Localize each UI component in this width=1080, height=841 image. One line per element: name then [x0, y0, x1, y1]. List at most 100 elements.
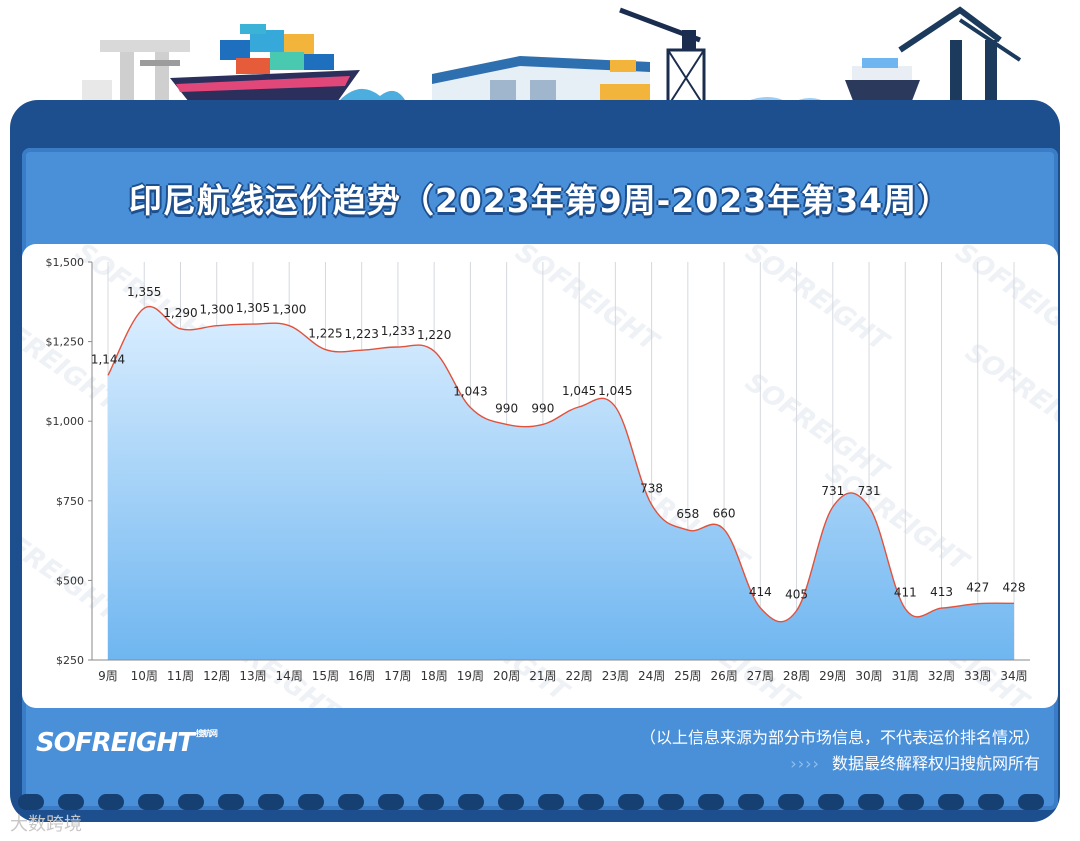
x-tick-label: 26周: [710, 669, 737, 683]
series-line: [107, 305, 1015, 623]
data-label: 413: [930, 585, 953, 599]
chart-card: SOFREIGHT SOFREIGHT SOFREIGHT SOFREIGHT SOFR…: [22, 244, 1058, 708]
y-tick-label: $500: [56, 574, 84, 587]
strip-tab: [698, 794, 724, 810]
area-fill: [108, 306, 1014, 660]
data-label: 1,290: [163, 306, 197, 320]
x-tick-label: 20周: [493, 669, 520, 683]
x-tick-label: 34周: [1000, 669, 1027, 683]
strip-tab: [658, 794, 684, 810]
source-mark: 大数跨境: [10, 814, 82, 835]
strip-tab: [178, 794, 204, 810]
x-tick-label: 25周: [674, 669, 701, 683]
strip-tab: [578, 794, 604, 810]
x-tick-label: 29周: [819, 669, 846, 683]
x-tick-label: 11周: [167, 669, 194, 683]
data-label: 427: [966, 581, 989, 595]
data-label: 1,045: [562, 384, 596, 398]
watermark: SOFREIGHT: [960, 337, 1058, 459]
data-label: 414: [749, 585, 772, 599]
strip-tab: [458, 794, 484, 810]
x-tick-label: 21周: [529, 669, 556, 683]
strip-tab: [858, 794, 884, 810]
y-tick-label: $750: [56, 495, 84, 508]
strip-tab: [978, 794, 1004, 810]
tower-crane-icon: [619, 7, 706, 108]
strip-tab: [98, 794, 124, 810]
data-label: 1,305: [236, 301, 270, 315]
x-tick-label: 17周: [384, 669, 411, 683]
x-tick-label: 27周: [747, 669, 774, 683]
ferry-icon: [845, 58, 920, 106]
data-label: 428: [1003, 580, 1026, 594]
x-tick-label: 15周: [312, 669, 339, 683]
x-tick-label: 10周: [131, 669, 158, 683]
strip-tab: [738, 794, 764, 810]
data-label: 1,233: [381, 324, 415, 338]
strip-tab: [898, 794, 924, 810]
strip-tab: [18, 794, 44, 810]
y-tick-label: $1,250: [46, 336, 85, 349]
brand-name: SOFREIGHT: [36, 728, 195, 758]
strip-tab: [378, 794, 404, 810]
x-tick-label: 9周: [98, 669, 118, 683]
data-label: 738: [640, 482, 663, 496]
strip-tab: [938, 794, 964, 810]
x-tick-label: 31周: [892, 669, 919, 683]
x-tick-label: 14周: [276, 669, 303, 683]
data-label: 731: [858, 484, 881, 498]
x-tick-label: 18周: [421, 669, 448, 683]
strip-tab: [298, 794, 324, 810]
x-tick-label: 23周: [602, 669, 629, 683]
strip-tab: [138, 794, 164, 810]
data-label: 1,355: [127, 285, 161, 299]
y-tick-label: $1,500: [46, 256, 85, 269]
x-tick-label: 32周: [928, 669, 955, 683]
dock-crane-icon: [82, 40, 190, 110]
data-label: 1,144: [91, 352, 125, 366]
strip-tab: [58, 794, 84, 810]
x-tick-label: 12周: [203, 669, 230, 683]
data-label: 1,300: [200, 303, 234, 317]
data-label: 990: [495, 401, 518, 415]
warehouse-icon: [432, 56, 650, 102]
data-label: 1,223: [345, 327, 379, 341]
watermark: SOFREIGHT: [950, 244, 1058, 359]
strip-tab: [618, 794, 644, 810]
data-label: 658: [676, 507, 699, 521]
data-label: 990: [531, 401, 554, 415]
x-tick-label: 30周: [855, 669, 882, 683]
strip-tab: [218, 794, 244, 810]
x-tick-label: 13周: [239, 669, 266, 683]
strip-tab: [258, 794, 284, 810]
footer-note-rights: ›››› 数据最终解释权归搜航网所有: [790, 750, 1040, 774]
brand-small: 搜航网: [195, 729, 218, 738]
chevrons-icon: ››››: [790, 754, 826, 773]
x-tick-label: 33周: [964, 669, 991, 683]
watermark: SOFREIGHT: [740, 244, 896, 359]
strip-tab: [1018, 794, 1044, 810]
strip-tab: [818, 794, 844, 810]
data-label: 660: [713, 506, 736, 520]
x-tick-label: 16周: [348, 669, 375, 683]
strip-tab: [498, 794, 524, 810]
data-label: 1,220: [417, 328, 451, 342]
data-label: 411: [894, 586, 917, 600]
watermark: SOFREIGHT: [510, 244, 666, 359]
area-chart: SOFREIGHT SOFREIGHT SOFREIGHT SOFREIGHTSOFR…: [22, 244, 1058, 708]
data-label: 1,300: [272, 303, 306, 317]
brand-logo: SOFREIGHT 搜航网: [36, 728, 218, 758]
strip-tab: [778, 794, 804, 810]
harbor-crane-icon: [898, 6, 1022, 106]
strip-tab: [538, 794, 564, 810]
strip-tab: [338, 794, 364, 810]
strip-tab: [418, 794, 444, 810]
footer-note-source: （以上信息来源为部分市场信息，不代表运价排名情况）: [639, 728, 1040, 747]
data-label: 731: [821, 484, 844, 498]
title-bar: 印尼航线运价趋势（2023年第9周-2023年第34周）: [22, 160, 1058, 240]
x-tick-label: 24周: [638, 669, 665, 683]
x-tick-label: 19周: [457, 669, 484, 683]
chart-title: 印尼航线运价趋势（2023年第9周-2023年第34周）: [128, 181, 952, 220]
footer-note-rights-text: 数据最终解释权归搜航网所有: [831, 754, 1040, 773]
y-tick-label: $250: [56, 654, 84, 667]
